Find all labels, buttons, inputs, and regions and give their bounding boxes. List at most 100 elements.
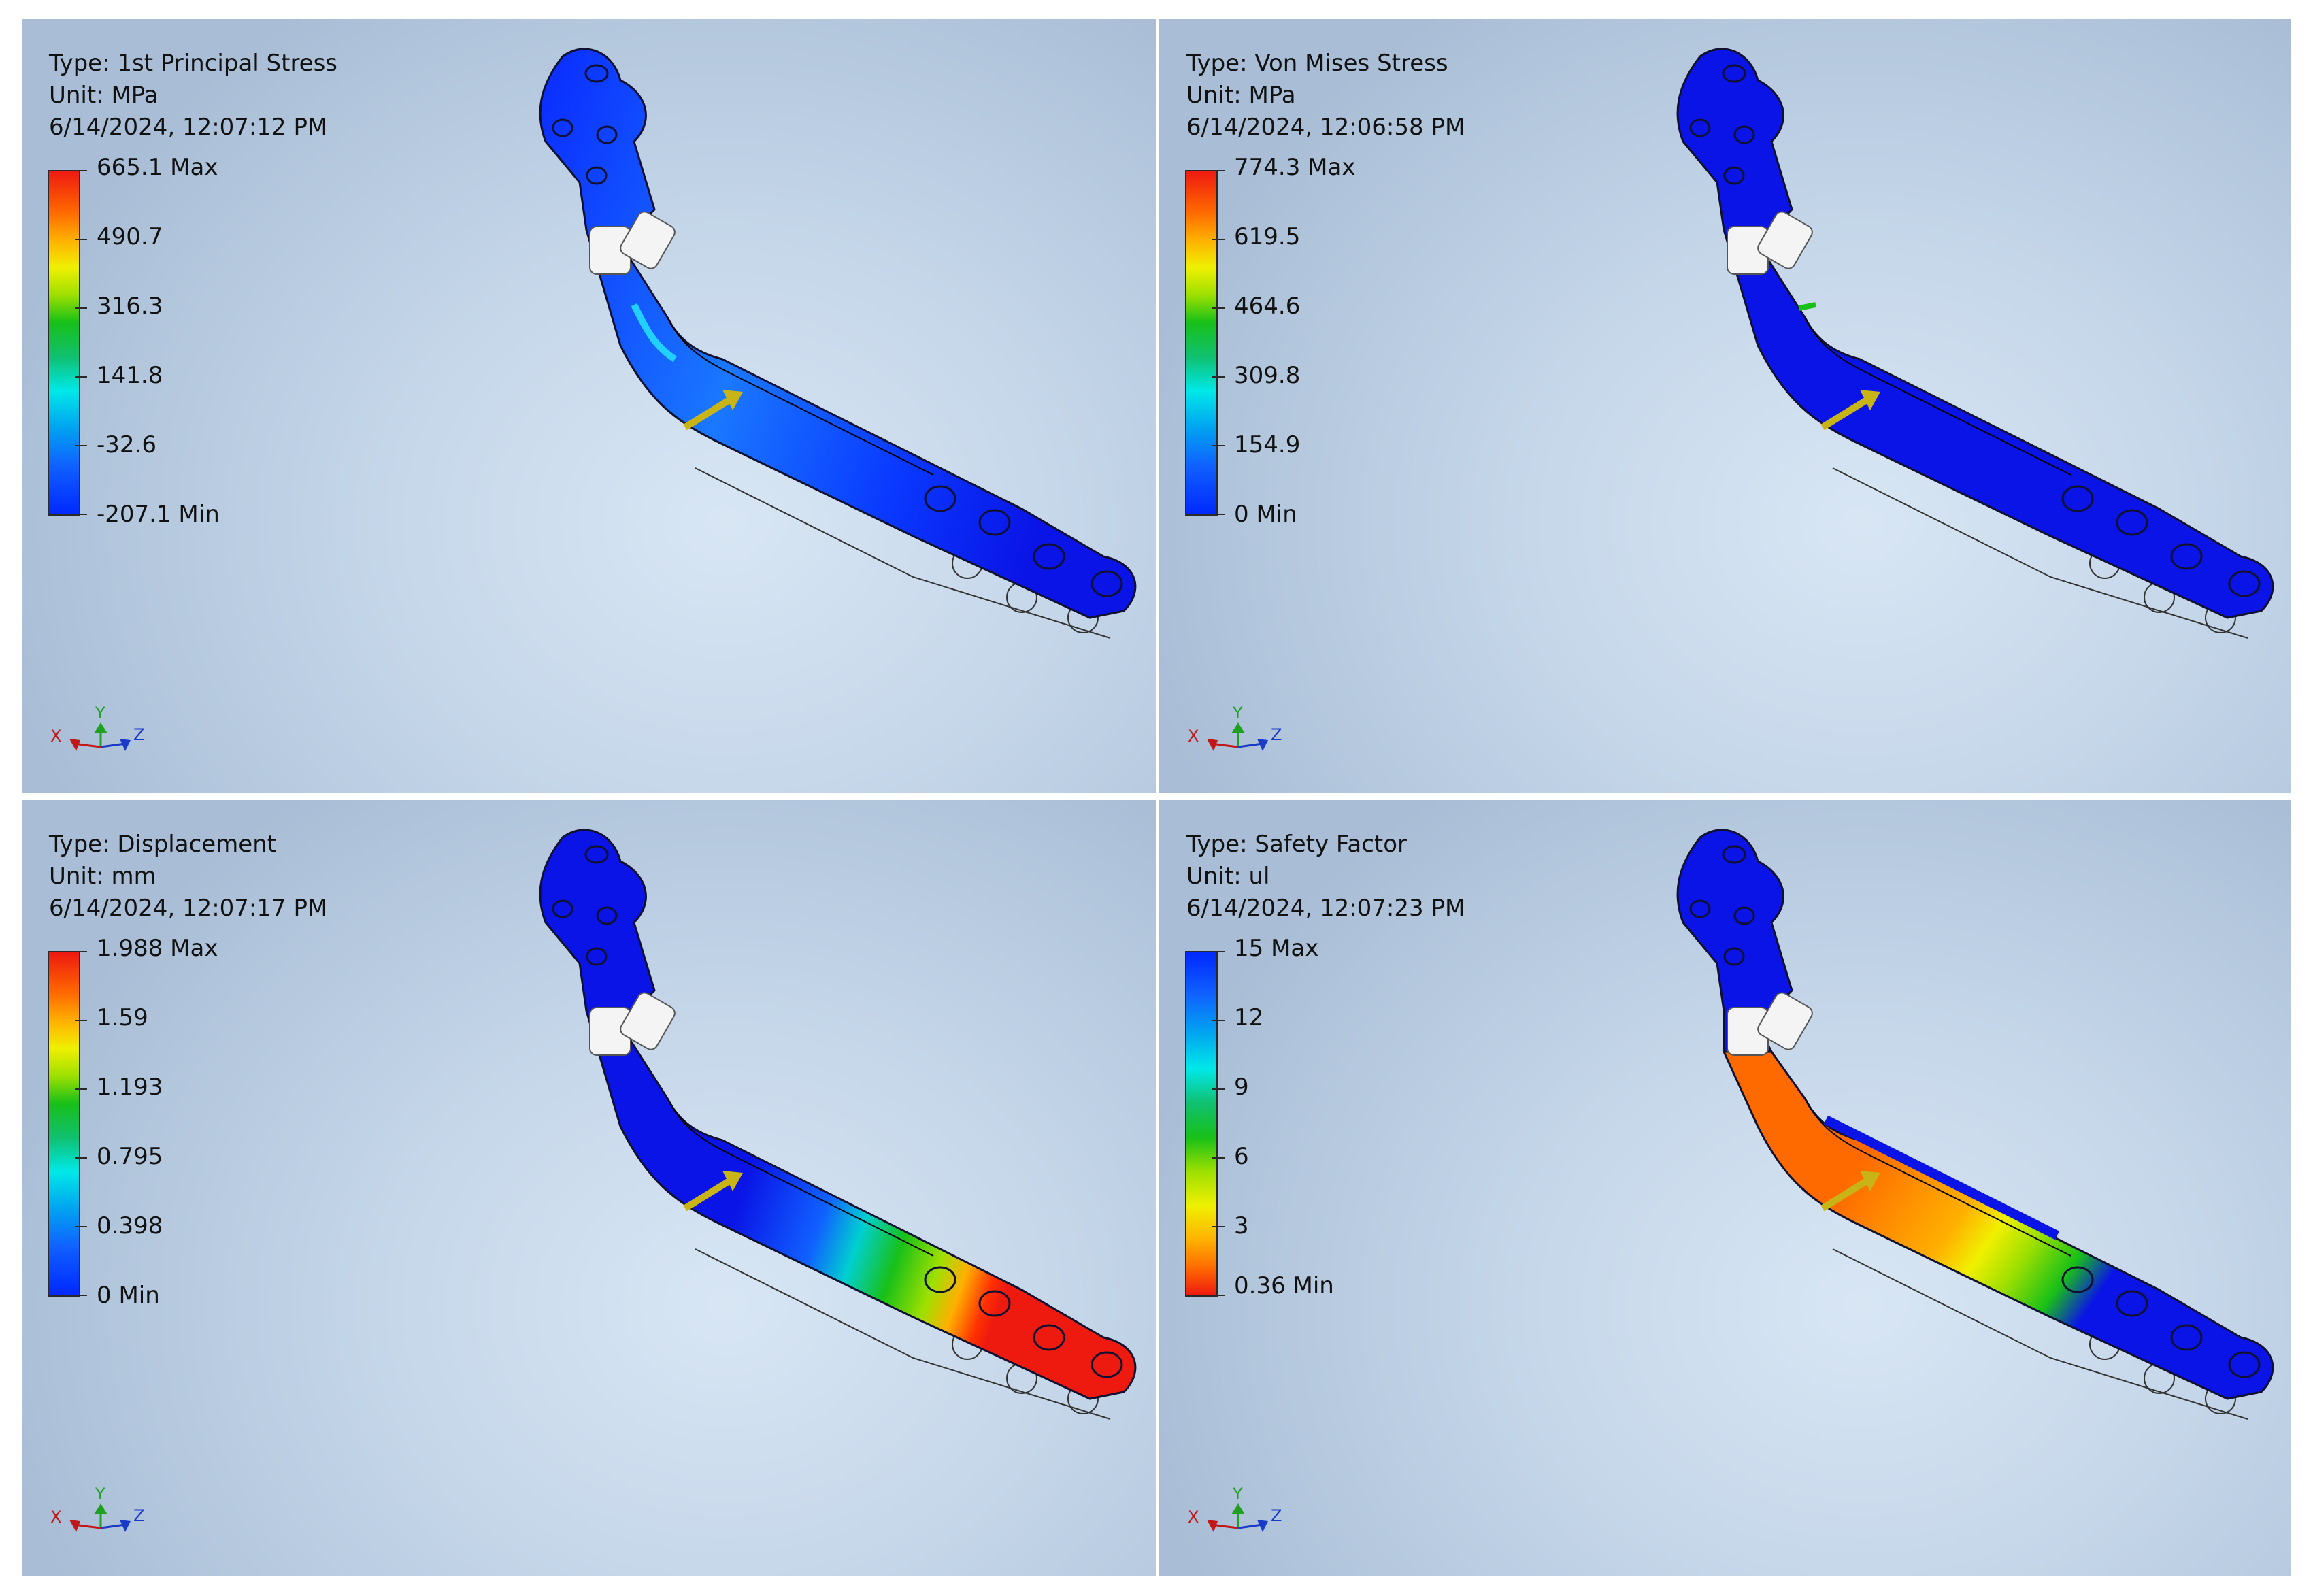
scale-tick xyxy=(75,1088,87,1090)
result-type-label: Type: Displacement xyxy=(49,831,277,858)
result-info: Type: Safety Factor Unit: ul 6/14/2024, … xyxy=(1186,829,1465,925)
part-stress-hotspot xyxy=(1798,302,1816,311)
result-timestamp: 6/14/2024, 12:07:12 PM xyxy=(49,114,328,141)
part-holes xyxy=(552,64,1123,597)
viewport-von-mises-stress[interactable]: Type: Von Mises Stress Unit: MPa 6/14/20… xyxy=(1159,19,2291,793)
viewport-displacement[interactable]: Type: Displacement Unit: mm 6/14/2024, 1… xyxy=(22,800,1156,1576)
viewport-safety-factor[interactable]: Type: Safety Factor Unit: ul 6/14/2024, … xyxy=(1159,800,2291,1576)
color-scale-bar xyxy=(1185,951,1218,1297)
scale-label-max: 665.1 Max xyxy=(97,154,218,181)
fixed-constraint-icon xyxy=(1727,992,1813,1056)
triad-z-label: Z xyxy=(133,725,144,744)
scale-tick xyxy=(75,307,87,309)
color-scale-labels: 15 Max 12 9 6 3 0.36 Min xyxy=(1234,935,1506,1316)
scale-label-min: 0.36 Min xyxy=(1234,1272,1334,1299)
part-body xyxy=(539,829,1137,1400)
triad-x-label: X xyxy=(1188,727,1199,746)
load-arrow-icon xyxy=(1820,390,1880,431)
part-model[interactable] xyxy=(22,19,1156,793)
scale-label: 6 xyxy=(1234,1143,1249,1170)
fixed-constraint-icon xyxy=(589,211,676,275)
triad-z-label: Z xyxy=(133,1506,144,1525)
scale-label: 3 xyxy=(1234,1212,1249,1240)
part-low-sf-band xyxy=(1823,1115,2060,1240)
result-unit-label: Unit: ul xyxy=(1186,863,1270,890)
scale-label: 1.59 xyxy=(97,1004,148,1031)
scale-tick xyxy=(75,514,87,515)
triad-x-label: X xyxy=(1188,1508,1199,1527)
scale-tick xyxy=(75,170,87,171)
color-scale-labels: 774.3 Max 619.5 464.6 309.8 154.9 0 Min xyxy=(1234,154,1506,535)
scale-label: 309.8 xyxy=(1234,362,1301,389)
load-arrow-icon xyxy=(683,1171,743,1212)
fixed-constraint-icon xyxy=(589,992,676,1056)
scale-label: 9 xyxy=(1234,1074,1249,1101)
scale-label: 12 xyxy=(1234,1004,1264,1031)
part-body xyxy=(1676,48,2274,619)
scale-tick xyxy=(75,376,87,378)
scale-label: 0.398 xyxy=(97,1212,163,1240)
triad-y-label: Y xyxy=(1232,706,1243,722)
scale-tick xyxy=(1212,951,1225,952)
scale-tick xyxy=(75,445,87,446)
view-triad[interactable]: X Y Z xyxy=(49,1487,158,1555)
view-triad[interactable]: X Y Z xyxy=(1186,1487,1295,1555)
scale-tick xyxy=(1212,1020,1225,1021)
scale-label: 619.5 xyxy=(1234,223,1301,250)
scale-tick xyxy=(1212,514,1225,515)
scale-tick xyxy=(1212,1088,1225,1090)
color-scale-bar xyxy=(1185,170,1218,516)
triad-y-label: Y xyxy=(95,1487,105,1503)
color-scale-bar xyxy=(48,170,80,516)
scale-tick xyxy=(1212,307,1225,309)
result-timestamp: 6/14/2024, 12:07:17 PM xyxy=(49,895,328,922)
color-scale-labels: 665.1 Max 490.7 316.3 141.8 -32.6 -207.1… xyxy=(97,154,369,535)
scale-tick xyxy=(1212,445,1225,446)
result-unit-label: Unit: MPa xyxy=(49,82,159,109)
scale-tick xyxy=(1212,170,1225,171)
result-timestamp: 6/14/2024, 12:06:58 PM xyxy=(1186,114,1465,141)
part-holes xyxy=(1689,64,2261,597)
part-model[interactable] xyxy=(22,800,1156,1576)
result-timestamp: 6/14/2024, 12:07:23 PM xyxy=(1186,895,1465,922)
result-info: Type: Displacement Unit: mm 6/14/2024, 1… xyxy=(49,829,327,925)
view-triad[interactable]: X Y Z xyxy=(49,706,158,774)
part-ghost-outline xyxy=(695,1248,1111,1420)
part-model[interactable] xyxy=(1159,19,2291,793)
scale-label: 464.6 xyxy=(1234,293,1301,320)
scale-label: 0.795 xyxy=(97,1143,163,1170)
triad-x-label: X xyxy=(50,727,61,746)
result-type-label: Type: Von Mises Stress xyxy=(1186,50,1448,77)
triad-y-label: Y xyxy=(95,706,105,722)
part-holes xyxy=(1689,845,2261,1378)
scale-label-max: 1.988 Max xyxy=(97,935,218,962)
scale-label-min: -207.1 Min xyxy=(97,501,220,528)
scale-tick xyxy=(1212,1157,1225,1159)
viewport-1st-principal-stress[interactable]: Type: 1st Principal Stress Unit: MPa 6/1… xyxy=(22,19,1156,793)
scale-label-min: 0 Min xyxy=(1234,501,1297,528)
part-model[interactable] xyxy=(1159,800,2291,1576)
scale-label: 316.3 xyxy=(97,293,163,320)
color-scale-bar xyxy=(48,951,80,1297)
scale-tick xyxy=(75,1157,87,1159)
part-holes xyxy=(552,845,1123,1378)
triad-x-label: X xyxy=(50,1508,61,1527)
part-stress-hotspot xyxy=(631,303,677,363)
scale-tick xyxy=(1212,376,1225,378)
scale-tick xyxy=(75,1226,87,1227)
scale-tick xyxy=(75,1020,87,1021)
scale-label-max: 15 Max xyxy=(1234,935,1319,962)
triad-z-label: Z xyxy=(1271,725,1282,744)
result-info: Type: Von Mises Stress Unit: MPa 6/14/20… xyxy=(1186,48,1465,144)
triad-y-label: Y xyxy=(1232,1487,1243,1503)
scale-tick xyxy=(75,1295,87,1296)
view-triad[interactable]: X Y Z xyxy=(1186,706,1295,774)
scale-label: 154.9 xyxy=(1234,431,1301,459)
scale-tick xyxy=(75,951,87,952)
scale-label: 1.193 xyxy=(97,1074,163,1101)
scale-label-min: 0 Min xyxy=(97,1282,160,1309)
scale-tick xyxy=(1212,239,1225,240)
part-body xyxy=(1722,1050,2274,1400)
scale-tick xyxy=(1212,1226,1225,1227)
result-type-label: Type: 1st Principal Stress xyxy=(49,50,338,77)
